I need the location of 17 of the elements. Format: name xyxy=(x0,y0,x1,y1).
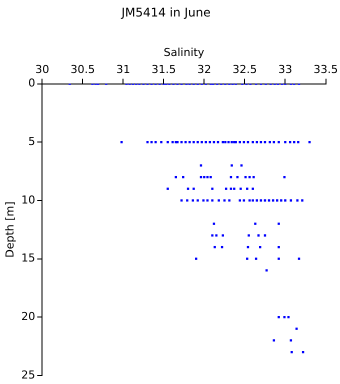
y-tick-label: 5 xyxy=(28,134,36,148)
x-tick-label: 30.5 xyxy=(70,63,95,76)
x-tick-label: 30 xyxy=(35,63,50,76)
x-tick-label: 32.5 xyxy=(232,63,257,76)
x-tick-label: 31 xyxy=(116,63,130,76)
x-axis-title: Salinity xyxy=(164,46,205,59)
y-tick-label: 10 xyxy=(21,193,36,206)
x-tick-label: 31.5 xyxy=(151,63,176,76)
y-tick-label: 0 xyxy=(28,76,36,90)
y-tick-label: 25 xyxy=(21,368,36,382)
x-tick-label: 33.5 xyxy=(314,63,338,76)
y-tick-label: 20 xyxy=(21,310,36,323)
y-axis-title: Depth [m] xyxy=(3,201,16,258)
x-tick-label: 32 xyxy=(197,63,212,76)
y-tick-label: 15 xyxy=(21,252,36,265)
chart-title: JM5414 in June xyxy=(120,5,211,20)
x-tick-label: 33 xyxy=(278,63,292,76)
